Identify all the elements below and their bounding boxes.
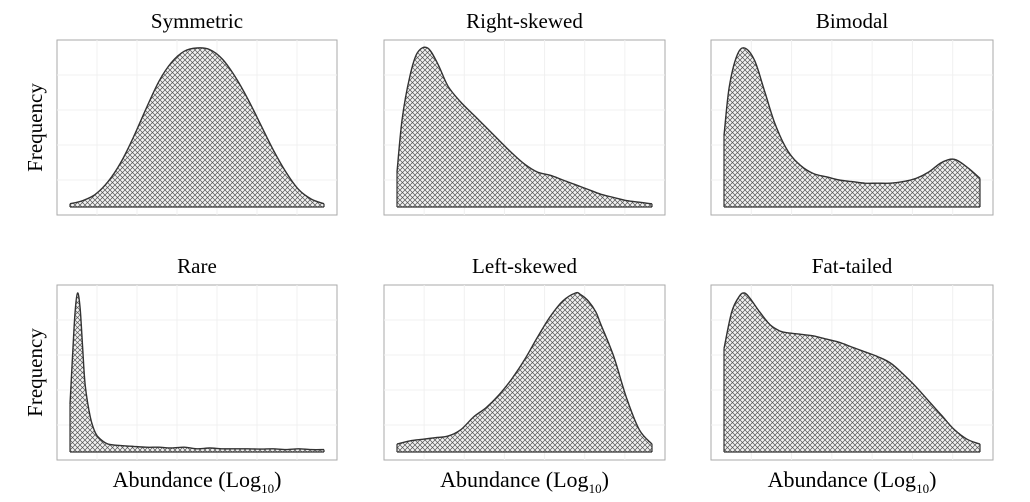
panel-left-skewed: Left-skewed Abundance (Log10) xyxy=(383,254,666,496)
density-line xyxy=(69,47,325,205)
panel-rare: Rare Frequency Abundance (Log10) xyxy=(23,254,338,496)
density-line xyxy=(723,47,981,184)
density-area xyxy=(724,292,980,452)
density-line xyxy=(69,292,325,451)
panel-symmetric: Symmetric Frequency xyxy=(23,9,338,216)
panel-title: Right-skewed xyxy=(466,9,583,33)
density-area xyxy=(397,292,652,452)
x-axis-label: Abundance (Log10) xyxy=(768,467,937,496)
density-area xyxy=(70,292,324,452)
density-line xyxy=(723,292,981,445)
density-area xyxy=(397,47,652,208)
panel-frame xyxy=(56,284,338,461)
density-line xyxy=(396,291,653,445)
density-line xyxy=(396,46,653,205)
density-area xyxy=(70,47,324,208)
panel-bimodal: Bimodal xyxy=(710,9,994,216)
x-axis-label: Abundance (Log10) xyxy=(440,467,609,496)
panel-title: Left-skewed xyxy=(472,254,577,278)
x-axis-label: Abundance (Log10) xyxy=(113,467,282,496)
panel-title: Rare xyxy=(177,254,217,278)
panel-fat-tailed: Fat-tailed Abundance (Log10) xyxy=(710,254,994,496)
panel-title: Symmetric xyxy=(151,9,243,33)
density-area xyxy=(724,47,980,208)
y-axis-label: Frequency xyxy=(23,328,47,417)
panel-title: Bimodal xyxy=(816,9,888,33)
panel-title: Fat-tailed xyxy=(812,254,893,278)
y-axis-label: Frequency xyxy=(23,83,47,172)
panel-right-skewed: Right-skewed xyxy=(383,9,666,216)
